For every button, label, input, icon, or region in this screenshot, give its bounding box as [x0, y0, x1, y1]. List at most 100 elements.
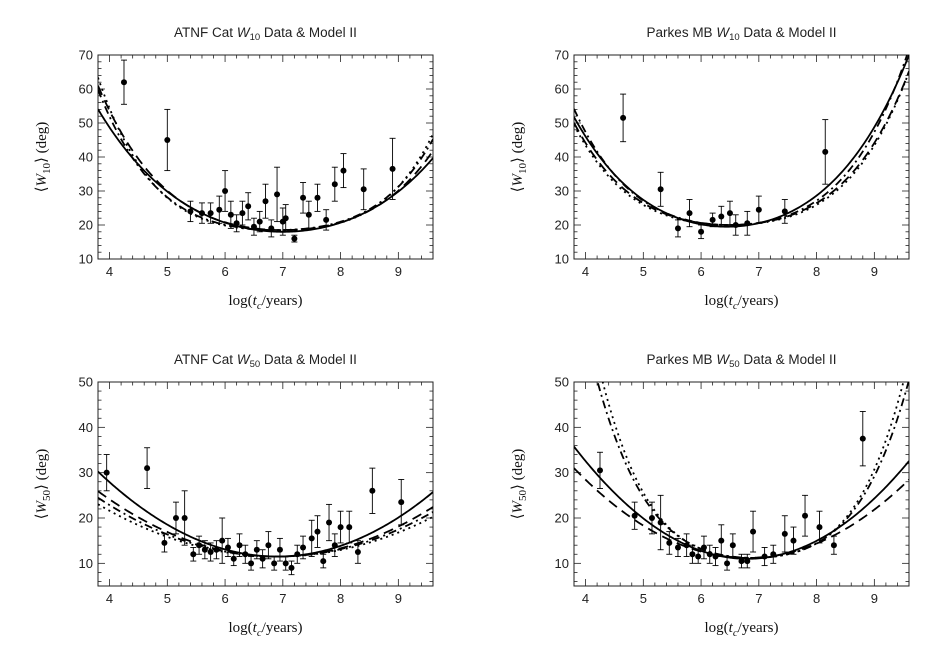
data-point: [196, 542, 203, 549]
data-point: [216, 206, 223, 213]
y-label-unit: (deg): [510, 449, 526, 484]
data-point: [190, 551, 197, 558]
y-tick-label: 40: [555, 150, 569, 165]
y-label-var: W: [34, 499, 50, 513]
y-tick-label: 40: [79, 150, 93, 165]
data-point: [718, 213, 725, 220]
x-tick-label: 6: [697, 591, 704, 606]
y-label-var: W: [34, 172, 50, 186]
y-axis-label: ⟨W10⟩ (deg): [510, 122, 529, 193]
data-point: [761, 553, 768, 560]
chart-title-var: W: [716, 352, 730, 367]
data-point: [657, 186, 664, 193]
y-tick-label: 20: [79, 218, 93, 233]
data-point: [331, 542, 338, 549]
data-point: [187, 208, 194, 215]
x-label-var: t: [253, 620, 258, 636]
data-point: [620, 114, 627, 121]
y-label-close: ⟩: [34, 484, 50, 490]
data-point: [337, 524, 344, 531]
model-curve-dash-dot: [98, 496, 433, 558]
data-point: [666, 539, 673, 546]
x-tick-label: 9: [871, 264, 878, 279]
data-point: [291, 235, 298, 242]
data-point: [726, 210, 733, 217]
x-label-var: t: [729, 293, 734, 309]
data-point: [802, 512, 809, 519]
data-point: [596, 467, 603, 474]
data-point: [250, 223, 257, 230]
y-tick-label: 30: [79, 465, 93, 480]
data-point: [709, 216, 716, 223]
data-point: [724, 560, 731, 567]
data-point: [354, 549, 361, 555]
x-label-pre: log(: [228, 620, 252, 636]
data-point: [686, 210, 693, 217]
x-axis-label: log(tc/years): [228, 293, 302, 312]
data-point: [288, 564, 295, 571]
y-label-open: ⟨: [510, 186, 526, 192]
y-axis-label: ⟨W50⟩ (deg): [34, 449, 53, 520]
data-point: [822, 148, 829, 155]
data-point: [718, 537, 725, 544]
chart-title-sub: 10: [250, 32, 261, 43]
chart-title: ATNF Cat W50 Data & Model II: [174, 352, 357, 370]
data-point: [253, 546, 260, 553]
chart-title-suffix: Data & Model II: [260, 352, 357, 367]
data-point: [674, 544, 681, 551]
y-tick-label: 50: [555, 116, 569, 131]
x-label-sub: c: [733, 300, 738, 312]
plot-frame: [573, 381, 910, 587]
data-point: [300, 194, 307, 201]
chart-title: Parkes MB W10 Data & Model II: [647, 25, 837, 43]
x-tick-label: 4: [106, 264, 113, 279]
y-label-open: ⟨: [510, 513, 526, 519]
data-point: [331, 181, 338, 188]
data-point: [207, 210, 214, 217]
data-point: [236, 542, 243, 549]
data-point: [683, 542, 690, 549]
x-tick-label: 9: [395, 591, 402, 606]
y-axis-label: ⟨W50⟩ (deg): [510, 449, 529, 520]
x-tick-label: 6: [697, 264, 704, 279]
chart-title-suffix: Data & Model II: [260, 25, 357, 40]
y-tick-label: 20: [79, 511, 93, 526]
data-point: [790, 537, 797, 544]
x-tick-label: 7: [755, 591, 762, 606]
chart-title-prefix: ATNF Cat: [174, 25, 237, 40]
x-label-sub: c: [257, 627, 262, 639]
data-point: [631, 512, 638, 519]
y-tick-label: 20: [555, 218, 569, 233]
data-point: [750, 528, 757, 535]
x-label-post: /years): [738, 620, 779, 636]
y-tick-label: 50: [79, 116, 93, 131]
model-curve-dash-dot: [98, 89, 433, 231]
x-tick-label: 5: [640, 264, 647, 279]
data-point: [706, 551, 713, 558]
data-point: [268, 225, 275, 232]
data-points: [620, 93, 829, 240]
data-point: [674, 225, 681, 232]
chart-title-prefix: ATNF Cat: [174, 352, 237, 367]
data-point: [314, 194, 321, 201]
x-label-post: /years): [262, 293, 303, 309]
chart-title-suffix: Data & Model II: [740, 352, 837, 367]
x-tick-label: 9: [395, 264, 402, 279]
y-label-unit: (deg): [510, 122, 526, 157]
data-point: [859, 435, 866, 442]
data-point: [340, 167, 347, 174]
data-point: [770, 551, 777, 558]
model-curves: [98, 77, 433, 233]
data-point: [314, 528, 321, 535]
data-point: [164, 137, 171, 143]
data-point: [271, 560, 278, 567]
x-axis-label: log(tc/years): [704, 620, 778, 639]
y-tick-label: 10: [555, 556, 569, 571]
data-point: [648, 515, 655, 521]
data-point: [274, 191, 281, 198]
data-point: [181, 515, 188, 521]
